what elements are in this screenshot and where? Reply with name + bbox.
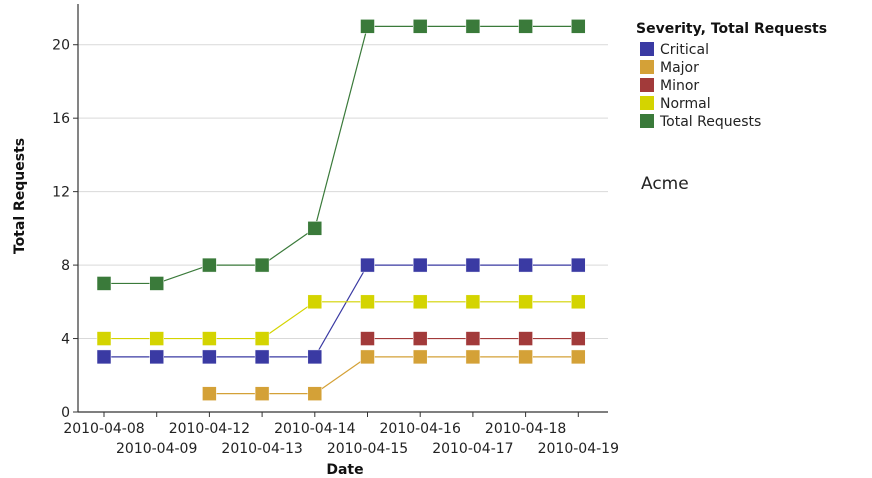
data-point [465,294,481,310]
x-tick-label: 2010-04-17 [432,441,513,457]
legend-label: Normal [660,96,711,112]
data-point [307,294,323,310]
data-point [518,294,533,310]
legend-swatch [640,96,654,110]
data-point [571,294,586,310]
x-tick-label: 2010-04-14 [274,421,355,437]
series-lines [104,25,579,395]
y-tick-label: 12 [52,185,70,201]
data-point [360,19,375,34]
data-point [307,386,323,401]
data-point [96,331,112,346]
legend-label: Critical [660,42,709,58]
series-line [104,264,579,358]
data-point [571,349,586,365]
data-point [571,19,586,34]
legend-swatch [640,78,654,92]
data-point [518,257,533,273]
data-point [149,276,164,291]
legend-swatch [640,42,654,56]
y-axis-ticks: 0 4 8 12 16 20 [52,38,78,421]
series-line [104,25,579,285]
y-tick-label: 8 [61,258,70,274]
y-axis-title: Total Requests [12,138,28,254]
data-point [571,331,586,346]
y-tick-label: 0 [61,405,70,421]
x-tick-label: 2010-04-08 [63,421,144,437]
data-point [307,221,323,236]
series-line [104,301,579,340]
data-point [465,331,481,346]
y-tick-label: 4 [61,332,70,348]
x-tick-label: 2010-04-16 [380,421,461,437]
legend-swatch [640,114,654,128]
data-point [412,331,428,346]
x-tick-label: 2010-04-18 [485,421,566,437]
data-point [571,257,586,273]
axes [77,4,608,413]
x-tick-label: 2010-04-13 [221,441,302,457]
data-point [202,257,217,273]
data-point [254,386,270,401]
data-point [307,349,323,365]
legend: Severity, Total Requests Critical Major Mi… [636,21,827,130]
legend-label: Total Requests [659,114,761,130]
data-point [360,257,375,273]
data-point [412,294,428,310]
x-tick-label: 2010-04-15 [327,441,408,457]
data-point [96,276,112,291]
legend-swatch [640,60,654,74]
data-point [412,349,428,365]
annotation-label: Acme [641,174,689,194]
data-point [254,257,270,273]
data-point [96,349,112,365]
y-tick-label: 16 [52,111,70,127]
data-point [465,19,481,34]
legend-label: Major [660,60,699,76]
gridlines [78,44,608,340]
data-point [202,331,217,346]
data-point [465,257,481,273]
series-line [209,356,579,395]
data-point [202,386,217,401]
data-point [254,349,270,365]
data-point [518,331,533,346]
x-tick-label: 2010-04-12 [169,421,250,437]
data-point [518,349,533,365]
legend-label: Minor [660,78,699,94]
data-point [254,331,270,346]
y-tick-label: 20 [52,38,70,54]
data-point [518,19,533,34]
data-point [412,19,428,34]
x-tick-label: 2010-04-09 [116,441,197,457]
data-point [202,349,217,365]
data-point [360,331,375,346]
legend-title: Severity, Total Requests [636,21,827,37]
x-axis-title: Date [326,462,363,478]
data-point [149,349,164,365]
data-point [412,257,428,273]
data-point [149,331,164,346]
x-tick-label: 2010-04-19 [538,441,619,457]
data-point [360,349,375,365]
x-axis-ticks: 2010-04-08 2010-04-09 2010-04-12 2010-04-13… [63,412,619,457]
data-point [465,349,481,365]
data-point [360,294,375,310]
series-points [96,19,586,401]
